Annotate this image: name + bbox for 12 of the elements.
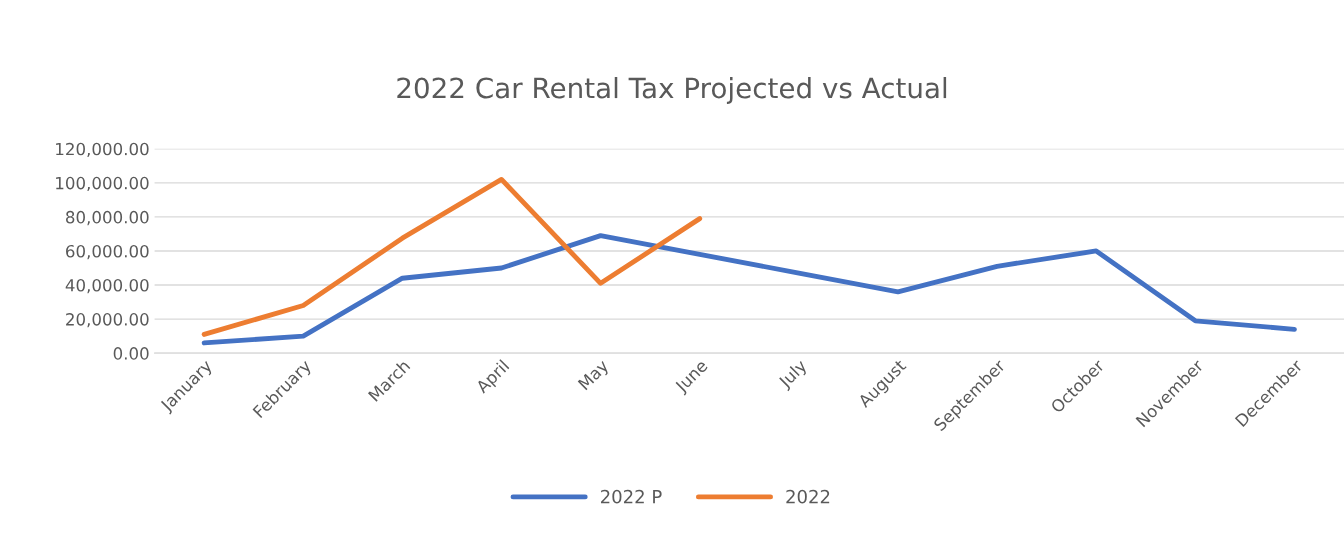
y-tick-label: 120,000.00	[56, 142, 149, 158]
y-tick-label: 0.00	[113, 347, 149, 360]
y-tick-label: 20,000.00	[66, 313, 149, 328]
y-tick-label: 100,000.00	[56, 176, 149, 192]
line-series	[201, 177, 703, 337]
y-tick-label: 80,000.00	[66, 210, 149, 226]
y-tick-label: 40,000.00	[65, 279, 149, 294]
line-series	[201, 233, 1297, 346]
y-tick-label: 60,000.00	[66, 244, 149, 260]
legend-label: 2022 P	[601, 489, 662, 504]
legend-label: 2022	[786, 489, 830, 504]
chart-title: 2022 Car Rental Tax Projected vs Actual	[397, 76, 947, 104]
